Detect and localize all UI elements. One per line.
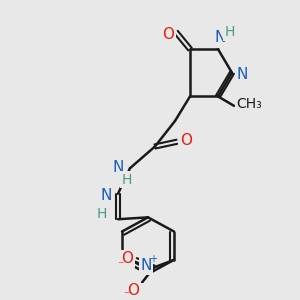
Text: O: O [127,283,139,298]
Text: N: N [112,160,124,175]
Text: H: H [97,207,107,220]
Text: ⁻: ⁻ [123,289,129,300]
Text: H: H [225,25,235,39]
Text: ⁻: ⁻ [117,259,123,272]
Text: H: H [122,172,132,187]
Text: N: N [236,67,248,82]
Text: N: N [100,188,112,203]
Text: O: O [121,251,133,266]
Text: N: N [140,258,152,273]
Text: N: N [214,30,226,45]
Text: O: O [162,26,174,41]
Text: +: + [149,254,157,264]
Text: O: O [180,133,192,148]
Text: CH₃: CH₃ [236,97,262,111]
